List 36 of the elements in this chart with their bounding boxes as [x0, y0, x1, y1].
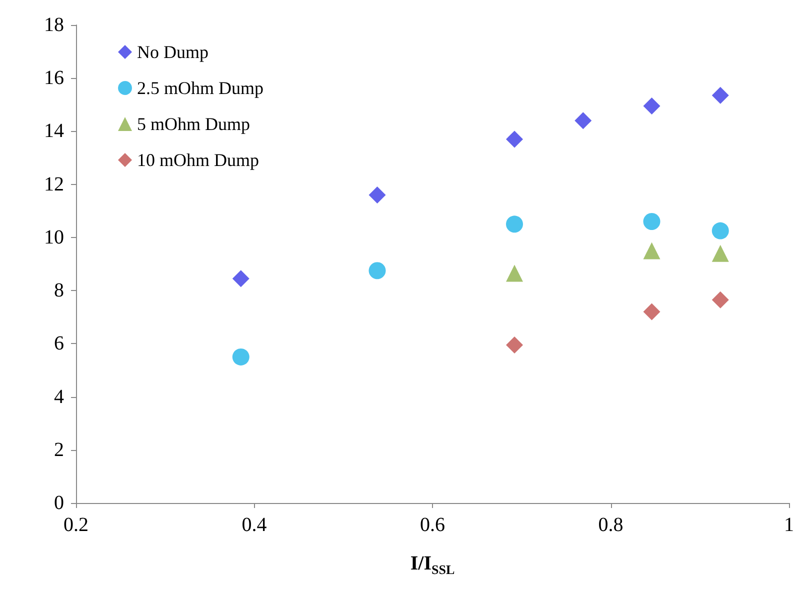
y-tick-label: 14 [44, 120, 64, 142]
point [712, 222, 729, 240]
y-tick-label: 0 [54, 492, 64, 514]
point [232, 270, 250, 288]
point [643, 213, 660, 230]
x-tick-label: 0.6 [420, 514, 445, 536]
legend-label: 5 mOhm Dump [137, 114, 250, 134]
point [506, 216, 523, 233]
point [574, 112, 592, 130]
point [712, 244, 729, 262]
x-tick-label: 0.4 [242, 514, 267, 536]
y-tick-label: 2 [54, 438, 64, 461]
y-tick-label: 4 [54, 386, 64, 408]
y-tick-label: 16 [44, 67, 64, 90]
point [368, 262, 386, 280]
point [368, 186, 386, 204]
y-tick-label: 18 [44, 14, 64, 36]
point [506, 264, 523, 282]
y-tick-label: 8 [54, 280, 64, 302]
y-tick-label: 10 [44, 226, 64, 248]
point [643, 303, 660, 320]
legend-label: 10 mOhm Dump [137, 150, 260, 170]
point [643, 242, 660, 260]
legend-label: 2.5 mOhm Dump [137, 78, 264, 98]
x-tick-label: 0.2 [64, 514, 88, 536]
y-tick-label: 6 [54, 332, 64, 355]
point [506, 130, 523, 148]
point [506, 336, 523, 354]
x-tick-label: 1 [784, 514, 794, 536]
legend-label: No Dump [137, 42, 208, 62]
point [712, 291, 729, 308]
y-tick-label: 12 [44, 173, 64, 196]
point [712, 86, 729, 104]
x-tick-label: 0.8 [598, 514, 624, 536]
point [643, 97, 660, 114]
point [232, 348, 250, 366]
